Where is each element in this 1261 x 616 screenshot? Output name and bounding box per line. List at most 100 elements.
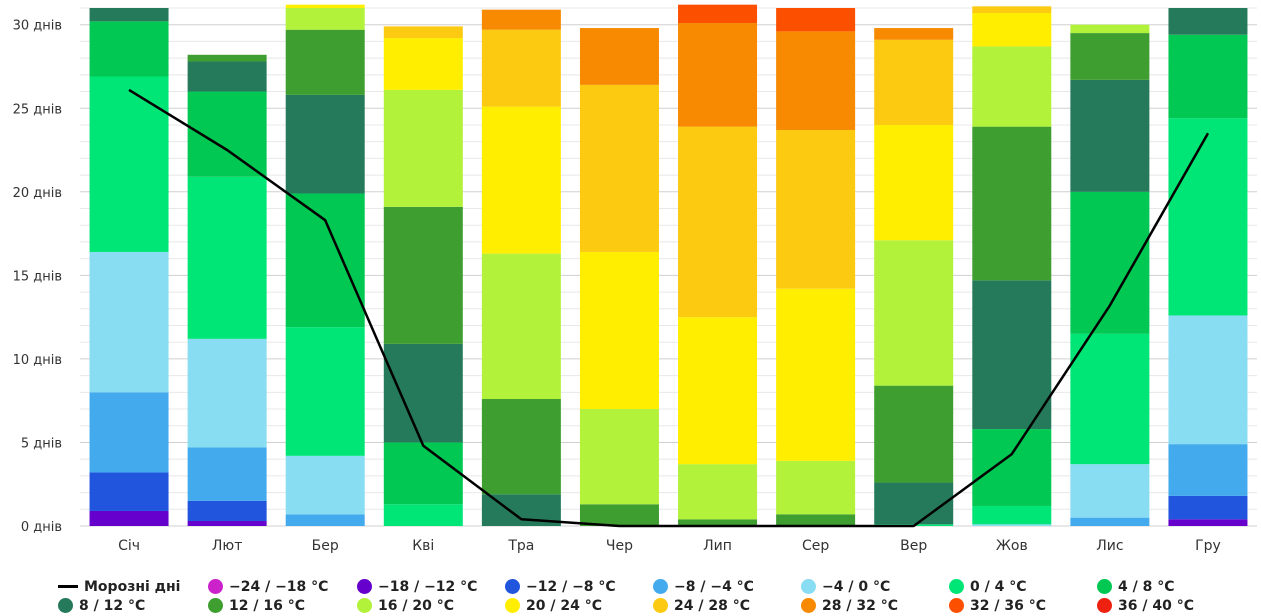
bar-segment <box>1168 444 1248 496</box>
bar-segment <box>579 409 659 505</box>
legend-swatch <box>357 579 372 594</box>
legend-swatch <box>653 579 668 594</box>
stacked-bars <box>89 4 1248 526</box>
legend-swatch <box>949 598 964 613</box>
x-tick-label: Сер <box>802 538 829 554</box>
legend-label: −12 / −8 °C <box>526 578 616 595</box>
bar-segment <box>383 442 463 505</box>
bar-segment <box>285 514 365 526</box>
bar-segment <box>874 385 954 483</box>
bar-segment <box>972 505 1052 525</box>
legend-item: −4 / 0 °C <box>801 579 949 595</box>
legend-item: −8 / −4 °C <box>653 579 801 595</box>
bar-segment <box>874 39 954 125</box>
bar-segment <box>285 29 365 95</box>
legend-item: −18 / −12 °C <box>357 579 505 595</box>
x-tick-label: Гру <box>1195 538 1221 554</box>
bar-segment <box>1070 191 1150 334</box>
bar-segment <box>383 504 463 526</box>
bar-segment <box>481 399 561 495</box>
bar-segment <box>678 317 758 465</box>
x-axis: Січ Лют Бер Кві Тра Чер Лип Сер Вер Жов Лис Гру <box>118 538 1221 554</box>
bar-segment <box>1168 34 1248 119</box>
bar-segment <box>678 4 758 24</box>
x-tick-label: Лис <box>1096 538 1123 554</box>
bar-segment <box>776 8 856 32</box>
legend-item: 0 / 4 °C <box>949 579 1097 595</box>
bar-segment <box>1168 118 1248 316</box>
legend-line-swatch <box>58 585 78 588</box>
bar-segment <box>187 500 267 521</box>
legend-item: 12 / 16 °C <box>208 598 357 614</box>
legend-swatch <box>1097 598 1112 613</box>
bar-segment <box>972 46 1052 127</box>
legend-label: 4 / 8 °C <box>1118 578 1175 595</box>
bar-segment <box>1168 519 1248 526</box>
bar-segment <box>874 28 954 40</box>
legend-label: 8 / 12 °C <box>79 597 146 614</box>
bar-segment <box>187 447 267 501</box>
bar-segment <box>1070 79 1150 192</box>
bar-segment <box>1070 464 1150 518</box>
bar-segment <box>579 84 659 252</box>
legend-item: Морозні дні <box>58 579 208 595</box>
bar-segment <box>285 193 365 328</box>
legend-swatch <box>801 598 816 613</box>
legend-swatch <box>505 579 520 594</box>
legend-label: 36 / 40 °C <box>1118 597 1194 614</box>
bar-segment <box>972 6 1052 14</box>
bar-segment <box>89 76 169 252</box>
legend-label: 24 / 28 °C <box>674 597 750 614</box>
legend-label: 20 / 24 °C <box>526 597 602 614</box>
legend-item: −12 / −8 °C <box>505 579 653 595</box>
bar-segment <box>187 338 267 448</box>
legend-label: 32 / 36 °C <box>970 597 1046 614</box>
bar-segment <box>972 524 1052 526</box>
bar-segment <box>187 176 267 339</box>
bar-segment <box>1168 8 1248 35</box>
legend-item: 28 / 32 °C <box>801 598 949 614</box>
legend-swatch <box>1097 579 1112 594</box>
bar-segment <box>481 29 561 107</box>
bar-segment <box>481 106 561 254</box>
bar-segment <box>89 510 169 526</box>
bar-segment <box>383 26 463 39</box>
legend-swatch <box>801 579 816 594</box>
y-tick-label: 0 днів <box>21 520 62 535</box>
legend-label: −4 / 0 °C <box>822 578 891 595</box>
legend-label: 0 / 4 °C <box>970 578 1027 595</box>
bar-segment <box>1070 333 1150 465</box>
legend-label: −24 / −18 °C <box>229 578 329 595</box>
y-tick-label: 20 днів <box>13 186 62 201</box>
bar-segment <box>187 54 267 62</box>
bar-segment <box>89 472 169 511</box>
bar-segment <box>89 21 169 77</box>
bar-segment <box>776 129 856 289</box>
legend-label: 12 / 16 °C <box>229 597 305 614</box>
bar-segment <box>678 126 758 318</box>
legend-swatch <box>58 598 73 613</box>
bar-segment <box>972 280 1052 430</box>
bar-segment <box>481 253 561 400</box>
frost-days-line <box>128 88 1210 528</box>
bar-segment <box>187 520 267 526</box>
x-tick-label: Січ <box>118 538 140 554</box>
bar-segment <box>383 38 463 90</box>
frost-days-line-layer <box>128 88 1210 528</box>
bar-segment <box>89 251 169 393</box>
bar-segment <box>972 126 1052 281</box>
legend-label: −18 / −12 °C <box>378 578 478 595</box>
bar-segment <box>1070 33 1150 80</box>
legend-swatch <box>505 598 520 613</box>
bar-segment <box>187 61 267 92</box>
x-tick-label: Кві <box>412 538 434 554</box>
legend-item: 8 / 12 °C <box>58 598 208 614</box>
bar-segment <box>874 124 954 241</box>
legend-swatch <box>208 579 223 594</box>
bar-segment <box>678 519 758 526</box>
x-tick-label: Лют <box>212 538 242 554</box>
bar-segment <box>579 28 659 85</box>
bar-segment <box>874 240 954 386</box>
bar-segment <box>1168 495 1248 520</box>
